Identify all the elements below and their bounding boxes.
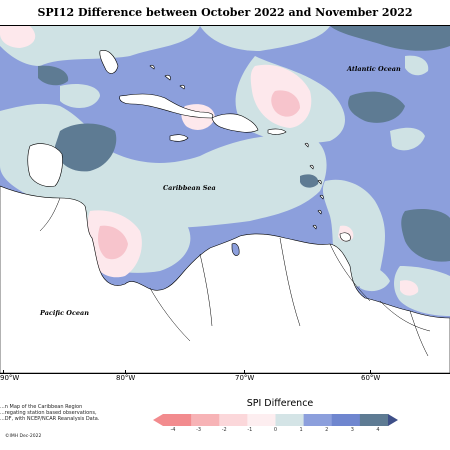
credits-line: ...regating station based observations, (0, 410, 97, 416)
lon-tick-label: 70°W (235, 374, 255, 382)
legend-tick-label: 1 (299, 427, 303, 433)
legend-extend-low (153, 414, 163, 426)
spi-difference-map: Atlantic Ocean Caribbean Sea Pacific Oce… (0, 26, 450, 373)
map-panel: Atlantic Ocean Caribbean Sea Pacific Oce… (0, 25, 450, 374)
legend-segment (191, 414, 220, 426)
lon-tick-mark-80 (125, 370, 126, 374)
legend-segments (153, 414, 398, 426)
legend-colorbar (153, 414, 398, 426)
lon-tick-label: 60°W (361, 374, 381, 382)
legend-tick-label: 0 (273, 427, 278, 433)
country-borders (39, 197, 431, 357)
credits-line: ...DF, with NCEP/NCAR Reanalysis Data. (0, 416, 100, 422)
lon-tick-label: 80°W (116, 374, 136, 382)
legend-segment (163, 414, 192, 426)
legend-segment (303, 414, 333, 426)
dark-teal-zones (38, 26, 450, 262)
legend-title: SPI Difference (246, 398, 314, 409)
legend-tick-label: -1 (247, 427, 253, 433)
legend-tick-label: 3 (350, 427, 354, 433)
map-credits: ...n Map of the Caribbean Region ...rega… (0, 404, 140, 422)
legend-segment (359, 414, 389, 426)
lon-tick-label: 90°W (0, 374, 20, 382)
copyright-text: ©IMH Dec-2022 (5, 434, 42, 439)
legend-tick-label: 4 (376, 427, 380, 433)
lon-tick-mark-90 (3, 370, 4, 374)
atlantic-ocean-label: Atlantic Ocean (346, 65, 401, 73)
lon-tick-mark-60 (370, 370, 371, 374)
map-title: SPI12 Difference between October 2022 an… (37, 6, 413, 19)
legend-segment (275, 414, 305, 426)
legend-segment (247, 414, 276, 426)
legend-segment (331, 414, 361, 426)
legend-tick-label: 2 (325, 427, 329, 433)
credits-line: ...n Map of the Caribbean Region (0, 404, 83, 410)
legend-extend-high (388, 414, 398, 426)
lon-tick-mark-70 (244, 370, 245, 374)
legend-tick-label: -4 (170, 427, 176, 433)
caribbean-sea-label: Caribbean Sea (163, 184, 216, 192)
legend-segment (219, 414, 248, 426)
pacific-ocean-label: Pacific Ocean (39, 309, 89, 317)
legend-tick-label: -3 (196, 427, 202, 433)
land-masses (0, 50, 450, 373)
legend-ticks: -4 -3 -2 -1 0 1 2 3 4 (0, 427, 450, 437)
negative-anomaly-zones (0, 26, 419, 357)
legend-tick-label: -2 (221, 427, 227, 433)
